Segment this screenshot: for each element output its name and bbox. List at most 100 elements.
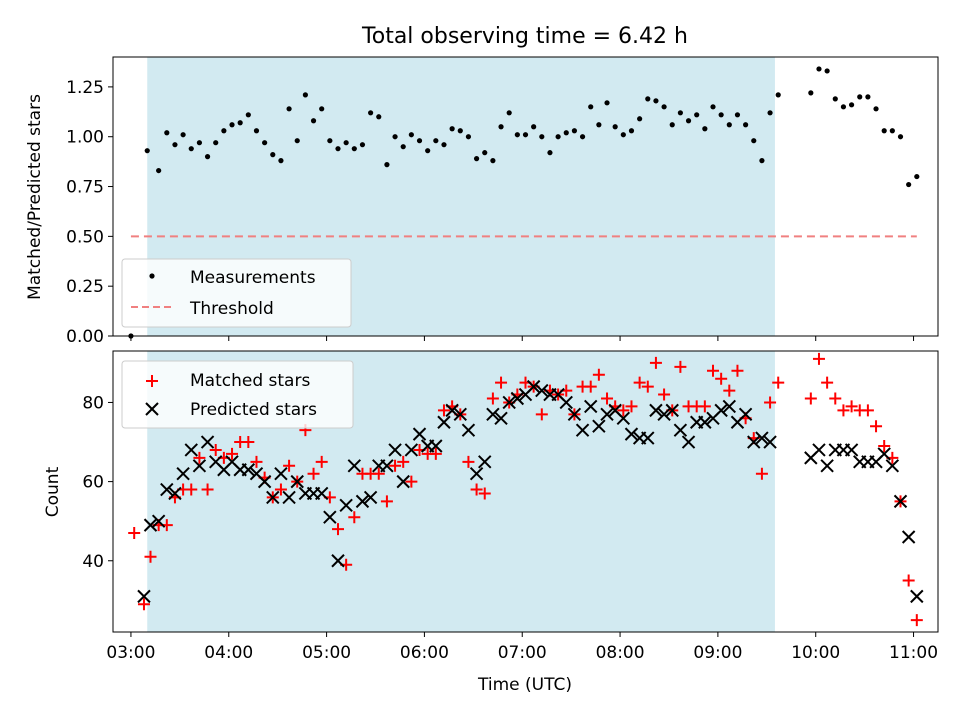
predicted-star-point [437, 415, 451, 429]
panel-ratio: 0.00 0.25 0.50 0.75 1.00 1.25 Total observing… [25, 24, 939, 347]
predicted-star-point [339, 498, 353, 513]
predicted-star-point [266, 490, 280, 505]
matched-star-point [772, 376, 785, 389]
matched-star-point [535, 408, 548, 421]
matched-star-point [837, 404, 850, 417]
predicted-star-point [844, 443, 859, 457]
measurement-point [286, 106, 292, 112]
measurement-point [620, 132, 626, 138]
matched-star-point [625, 400, 638, 413]
predicted-star-point [347, 459, 362, 473]
matched-star-point [755, 467, 768, 480]
measurement-point [188, 146, 194, 152]
measurement-point [743, 122, 749, 128]
predicted-star-point [176, 466, 190, 481]
matched-star-point [250, 455, 263, 468]
x-tick-label: 04:00 [204, 643, 253, 663]
measurement-point [596, 122, 602, 128]
measurement-point [563, 130, 569, 136]
legend-matched-label: Matched stars [190, 371, 310, 391]
legend-predicted-marker [145, 402, 159, 416]
predicted-star-point [274, 466, 288, 481]
measurement-point [433, 138, 439, 144]
measurement-point [889, 128, 895, 134]
predicted-star-point [722, 399, 737, 414]
predicted-star-point [600, 407, 614, 422]
matched-star-point [144, 550, 157, 563]
predicted-star-point [893, 494, 908, 509]
measurement-point [457, 128, 463, 134]
measurement-point [294, 138, 300, 144]
measurement-point [579, 134, 586, 140]
matched-star-point [804, 392, 817, 405]
predicted-star-point [502, 395, 516, 410]
measurement-point [588, 104, 594, 110]
matched-star-point [902, 574, 915, 587]
predicted-star-point [494, 411, 508, 425]
predicted-star-point [151, 514, 166, 528]
matched-star-point [283, 459, 296, 472]
measurement-point [213, 140, 219, 146]
matched-star-point [649, 356, 662, 369]
panel-counts-frame [112, 350, 939, 633]
measurement-point [441, 142, 447, 148]
measurement-point [612, 124, 618, 130]
measurement-point [848, 102, 855, 108]
matched-star-point [723, 384, 736, 397]
measurement-point [775, 92, 781, 98]
matched-star-point [478, 487, 491, 500]
measurement-point [368, 110, 374, 116]
panel-counts-y-ticks: 40 60 80 [82, 393, 113, 572]
measurement-point [914, 173, 920, 180]
predicted-star-point [282, 490, 296, 505]
predicted-star-point [673, 423, 688, 437]
matched-star-point [389, 459, 402, 472]
predicted-star-point [910, 589, 924, 604]
measurement-point [840, 104, 847, 110]
measurement-point [343, 140, 349, 146]
measurement-point [302, 92, 308, 98]
measurement-point [645, 96, 651, 102]
measurement-point [547, 150, 553, 156]
predicted-star-point [681, 435, 696, 449]
matched-star-point [193, 451, 206, 464]
matched-star-point [829, 392, 842, 405]
predicted-star-point [657, 407, 671, 422]
matched-star-point [226, 447, 239, 460]
measurement-point [555, 134, 561, 140]
legend-counts-box [121, 360, 354, 429]
matched-star-point [731, 364, 744, 377]
matched-star-point [486, 392, 499, 405]
panel-ratio-series [128, 66, 920, 339]
measurement-point [270, 152, 276, 158]
matched-star-point [201, 483, 214, 496]
predicted-star-point [257, 474, 272, 489]
predicted-star-point [665, 403, 679, 418]
measurement-point [604, 100, 610, 106]
predicted-star-point [575, 423, 590, 437]
measurement-point [490, 158, 496, 164]
panel-ratio-y-ticks: 0.00 0.25 0.50 0.75 1.00 1.25 [66, 78, 113, 347]
measurement-point [897, 134, 904, 140]
predicted-star-point [200, 435, 215, 449]
legend-threshold-label: Threshold [189, 299, 274, 319]
measurement-point [335, 146, 341, 152]
predicted-star-point [331, 554, 345, 568]
matched-star-point [707, 364, 719, 377]
predicted-star-point [388, 443, 402, 457]
predicted-star-point [363, 490, 378, 505]
matched-star-point [405, 475, 418, 488]
measurement-point [677, 110, 683, 116]
predicted-star-point [624, 427, 639, 441]
measurement-point [465, 134, 472, 140]
matched-star-point [584, 380, 597, 393]
panel-counts-series [128, 352, 924, 627]
matched-star-point [315, 455, 328, 468]
measurement-point [873, 106, 879, 112]
x-tick-label: 11:00 [889, 643, 938, 663]
predicted-star-point [478, 455, 492, 469]
measurement-point [628, 128, 635, 134]
predicted-star-point [584, 399, 598, 414]
measurement-point [164, 130, 170, 136]
predicted-star-point [738, 407, 753, 422]
